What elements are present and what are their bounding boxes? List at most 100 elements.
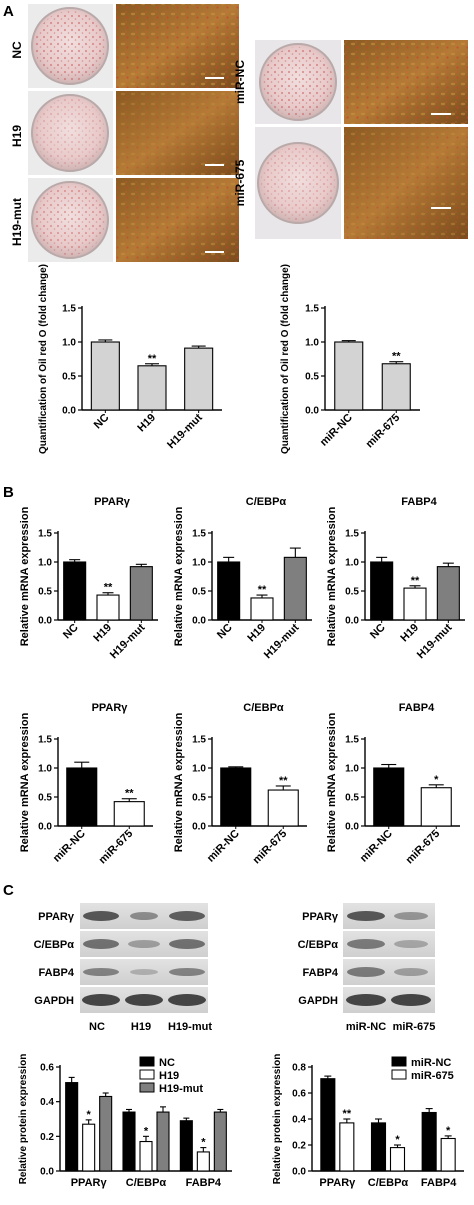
bar	[113, 801, 145, 827]
protein-chart-mir675: 0.0 0.2 0.4 0.6 0.8 Relative protein expressi…	[272, 1054, 464, 1189]
dish-photo-h19	[28, 91, 113, 175]
image-row-label-mir-nc: miR-NC	[233, 60, 247, 104]
panel-a-images-left: NC H19 H19-mut	[10, 4, 239, 262]
blot-band	[169, 911, 205, 921]
y-axis-label: Relative mRNA expression	[173, 506, 185, 646]
y-tick-label: 1.0	[38, 558, 52, 569]
y-axis-label: Relative mRNA expression	[173, 712, 185, 852]
bar	[156, 1111, 170, 1172]
bar	[65, 1082, 79, 1172]
x-tick-label: NC	[61, 622, 81, 642]
image-row-label-nc: NC	[10, 41, 24, 59]
y-tick-label: 0.5	[38, 793, 52, 804]
x-tick-label: NC	[215, 622, 235, 642]
x-tick-label: FABP4	[421, 1177, 457, 1189]
mrna-chart-cebp-mir675: 0.0 0.5 1.0 1.5 Relative mRNA expression C/EB…	[173, 702, 307, 866]
legend-label: H19	[159, 1070, 179, 1082]
bar	[440, 1137, 456, 1172]
y-tick-label: 0.5	[345, 793, 359, 804]
x-tick-label: NC	[92, 412, 112, 432]
y-axis-label: Relative protein expression	[272, 1054, 283, 1185]
image-row-label-h19: H19	[10, 125, 24, 147]
y-tick-label: 0.6	[292, 1089, 306, 1100]
legend-swatch	[139, 1082, 155, 1093]
bar	[370, 561, 394, 621]
x-tick-label: H19-mut	[165, 411, 205, 451]
blot-right: PPARγ C/EBPα FABP4 GAPDH miR-NC miR-675	[298, 903, 435, 1033]
bar	[334, 341, 364, 411]
x-tick-label: H19	[135, 412, 158, 435]
x-tick-label: H19-mut	[415, 621, 455, 661]
significance-mark: **	[411, 575, 420, 587]
y-axis-label: Relative mRNA expression	[326, 506, 338, 646]
y-axis-label: Relative mRNA expression	[19, 506, 31, 646]
legend-label: NC	[159, 1057, 175, 1069]
blot-band	[128, 940, 160, 948]
y-axis-label: Relative mRNA expression	[19, 712, 31, 852]
bar	[129, 566, 153, 621]
significance-mark: *	[201, 1137, 206, 1149]
micrograph-h19	[116, 91, 239, 175]
bar	[320, 1078, 336, 1172]
y-tick-label: 0.5	[192, 587, 206, 598]
y-tick-label: 0.2	[40, 1132, 54, 1143]
significance-mark: **	[279, 775, 288, 787]
chart-title: PPARγ	[94, 496, 131, 508]
dish-photo-nc	[28, 4, 113, 88]
y-axis-label: Quantification of Oil red O (fold change…	[280, 264, 291, 454]
significance-mark: *	[434, 774, 439, 786]
y-tick-label: 0.0	[40, 1167, 54, 1178]
significance-mark: *	[446, 1125, 451, 1137]
x-tick-label: C/EBPα	[368, 1177, 409, 1189]
bar	[82, 1123, 96, 1172]
y-tick-label: 0.8	[292, 1063, 306, 1074]
blot-lane-label: miR-NC	[346, 1021, 386, 1033]
x-tick-label: miR-675	[404, 828, 443, 867]
y-tick-label: 1.0	[38, 764, 52, 775]
x-tick-label: miR-NC	[318, 412, 355, 449]
x-tick-label: H19	[398, 622, 421, 645]
x-tick-label: PPARγ	[71, 1177, 108, 1189]
y-tick-label: 1.5	[192, 735, 206, 746]
x-tick-label: miR-675	[364, 412, 403, 451]
blot-row-label: GAPDH	[298, 995, 338, 1007]
y-tick-label: 0.0	[305, 406, 319, 417]
y-tick-label: 0.5	[62, 372, 76, 383]
chart-title: FABP4	[401, 496, 437, 508]
bar	[137, 365, 167, 411]
bar	[96, 594, 120, 621]
micrograph-mir-675	[344, 127, 468, 239]
micrograph-mir-nc	[344, 40, 468, 124]
blot-band	[347, 939, 385, 949]
micrograph-nc	[116, 4, 239, 88]
x-tick-label: miR-NC	[358, 828, 395, 865]
blot-band	[394, 940, 428, 948]
significance-mark: *	[395, 1134, 400, 1146]
chart-title: C/EBPα	[243, 702, 284, 714]
bar	[283, 556, 307, 621]
legend-swatch	[391, 1069, 407, 1080]
y-tick-label: 1.5	[38, 529, 52, 540]
y-tick-label: 1.0	[192, 558, 206, 569]
significance-mark: **	[343, 1108, 352, 1120]
y-tick-label: 1.5	[305, 304, 319, 315]
mrna-chart-ppar-mir675: 0.0 0.5 1.0 1.5 Relative mRNA expression PPAR…	[19, 702, 153, 866]
blot-band	[347, 967, 385, 977]
y-tick-label: 0.0	[345, 822, 359, 833]
y-tick-label: 0.5	[305, 372, 319, 383]
y-tick-label: 0.5	[38, 587, 52, 598]
chart-title: FABP4	[399, 702, 435, 714]
chart-title: PPARγ	[92, 702, 129, 714]
blot-lane-label: H19	[131, 1021, 151, 1033]
blot-band	[394, 912, 428, 920]
micrograph-h19-mut	[116, 178, 239, 262]
bar	[217, 561, 241, 621]
blot-row-label: FABP4	[39, 967, 75, 979]
x-tick-label: miR-NC	[205, 828, 242, 865]
x-tick-label: PPARγ	[319, 1177, 356, 1189]
y-tick-label: 0.6	[40, 1063, 54, 1074]
y-tick-label: 1.5	[192, 529, 206, 540]
panel-letter-a: A	[3, 3, 14, 20]
dish-photo-h19-mut	[28, 178, 113, 262]
